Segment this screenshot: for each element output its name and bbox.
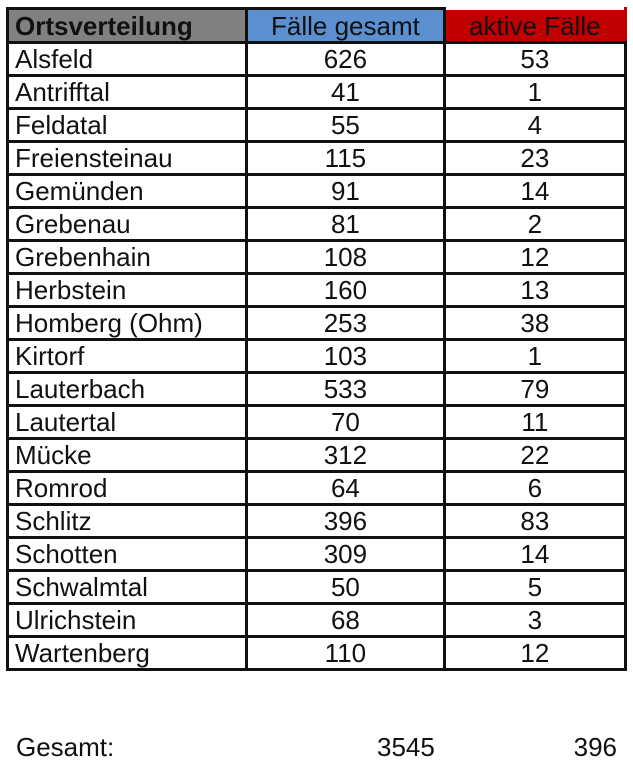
active-cases-cell: 12 bbox=[442, 635, 628, 671]
place-cell: Homberg (Ohm) bbox=[5, 305, 249, 341]
place-cell: Ulrichstein bbox=[5, 602, 249, 638]
place-cell: Schotten bbox=[5, 536, 249, 572]
table-row: Romrod 64 6 bbox=[5, 470, 628, 506]
header-total-cases: Fälle gesamt bbox=[245, 7, 446, 44]
table-row: Schlitz 396 83 bbox=[5, 503, 628, 539]
table-row: Schwalmtal 50 5 bbox=[5, 569, 628, 605]
active-cases-cell: 14 bbox=[442, 173, 628, 209]
place-cell: Antrifftal bbox=[5, 74, 249, 110]
table-row: Kirtorf 103 1 bbox=[5, 338, 628, 374]
active-cases-cell: 6 bbox=[442, 470, 628, 506]
table-row: Herbstein 160 13 bbox=[5, 272, 628, 308]
place-cell: Lauterbach bbox=[5, 371, 249, 407]
table-row: Alsfeld 626 53 bbox=[5, 41, 628, 77]
active-cases-cell: 79 bbox=[442, 371, 628, 407]
active-cases-sum: 396 bbox=[573, 732, 617, 762]
total-cases-cell: 533 bbox=[245, 371, 446, 407]
place-cell: Wartenberg bbox=[5, 635, 249, 671]
table-row: Antrifftal 41 1 bbox=[5, 74, 628, 110]
total-cases-cell: 396 bbox=[245, 503, 446, 539]
total-cases-cell: 309 bbox=[245, 536, 446, 572]
total-cases-sum: 3545 bbox=[377, 732, 435, 762]
total-cases-cell: 312 bbox=[245, 437, 446, 473]
total-label: Gesamt: bbox=[16, 732, 115, 762]
active-cases-cell: 14 bbox=[442, 536, 628, 572]
active-cases-cell: 2 bbox=[442, 206, 628, 242]
active-cases-cell: 23 bbox=[442, 140, 628, 176]
place-cell: Alsfeld bbox=[5, 41, 249, 77]
total-row: Gesamt: 3545 396 bbox=[0, 730, 633, 764]
place-cell: Romrod bbox=[5, 470, 249, 506]
header-row: Ortsverteilung Fälle gesamt aktive Fälle bbox=[5, 7, 628, 44]
active-cases-cell: 11 bbox=[442, 404, 628, 440]
header-active-cases: aktive Fälle bbox=[442, 7, 628, 44]
table-row: Lautertal 70 11 bbox=[5, 404, 628, 440]
active-cases-cell: 1 bbox=[442, 338, 628, 374]
place-cell: Lautertal bbox=[5, 404, 249, 440]
table-row: Grebenau 81 2 bbox=[5, 206, 628, 242]
active-cases-cell: 53 bbox=[442, 41, 628, 77]
table-row: Feldatal 55 4 bbox=[5, 107, 628, 143]
active-cases-cell: 3 bbox=[442, 602, 628, 638]
total-cases-cell: 81 bbox=[245, 206, 446, 242]
total-cases-cell: 70 bbox=[245, 404, 446, 440]
active-cases-cell: 83 bbox=[442, 503, 628, 539]
place-cell: Freiensteinau bbox=[5, 140, 249, 176]
place-cell: Mücke bbox=[5, 437, 249, 473]
total-cases-cell: 103 bbox=[245, 338, 446, 374]
total-cases-cell: 91 bbox=[245, 173, 446, 209]
total-cases-cell: 64 bbox=[245, 470, 446, 506]
place-cell: Schlitz bbox=[5, 503, 249, 539]
table-row: Freiensteinau 115 23 bbox=[5, 140, 628, 176]
active-cases-cell: 22 bbox=[442, 437, 628, 473]
table-row: Gemünden 91 14 bbox=[5, 173, 628, 209]
table-row: Wartenberg 110 12 bbox=[5, 635, 628, 671]
active-cases-cell: 12 bbox=[442, 239, 628, 275]
table-row: Grebenhain 108 12 bbox=[5, 239, 628, 275]
total-cases-cell: 50 bbox=[245, 569, 446, 605]
table-row: Mücke 312 22 bbox=[5, 437, 628, 473]
active-cases-cell: 1 bbox=[442, 74, 628, 110]
table-row: Schotten 309 14 bbox=[5, 536, 628, 572]
total-cases-cell: 110 bbox=[245, 635, 446, 671]
active-cases-cell: 13 bbox=[442, 272, 628, 308]
total-cases-cell: 160 bbox=[245, 272, 446, 308]
total-cases-cell: 41 bbox=[245, 74, 446, 110]
header-place: Ortsverteilung bbox=[5, 7, 249, 44]
active-cases-cell: 4 bbox=[442, 107, 628, 143]
place-cell: Grebenhain bbox=[5, 239, 249, 275]
case-distribution-table: Ortsverteilung Fälle gesamt aktive Fälle… bbox=[5, 7, 628, 671]
place-cell: Gemünden bbox=[5, 173, 249, 209]
total-cases-cell: 108 bbox=[245, 239, 446, 275]
place-cell: Feldatal bbox=[5, 107, 249, 143]
total-cases-cell: 253 bbox=[245, 305, 446, 341]
total-cases-cell: 626 bbox=[245, 41, 446, 77]
active-cases-cell: 38 bbox=[442, 305, 628, 341]
total-cases-cell: 55 bbox=[245, 107, 446, 143]
table-row: Ulrichstein 68 3 bbox=[5, 602, 628, 638]
place-cell: Schwalmtal bbox=[5, 569, 249, 605]
total-cases-cell: 68 bbox=[245, 602, 446, 638]
place-cell: Herbstein bbox=[5, 272, 249, 308]
active-cases-cell: 5 bbox=[442, 569, 628, 605]
place-cell: Grebenau bbox=[5, 206, 249, 242]
table-row: Homberg (Ohm) 253 38 bbox=[5, 305, 628, 341]
table-row: Lauterbach 533 79 bbox=[5, 371, 628, 407]
place-cell: Kirtorf bbox=[5, 338, 249, 374]
total-cases-cell: 115 bbox=[245, 140, 446, 176]
